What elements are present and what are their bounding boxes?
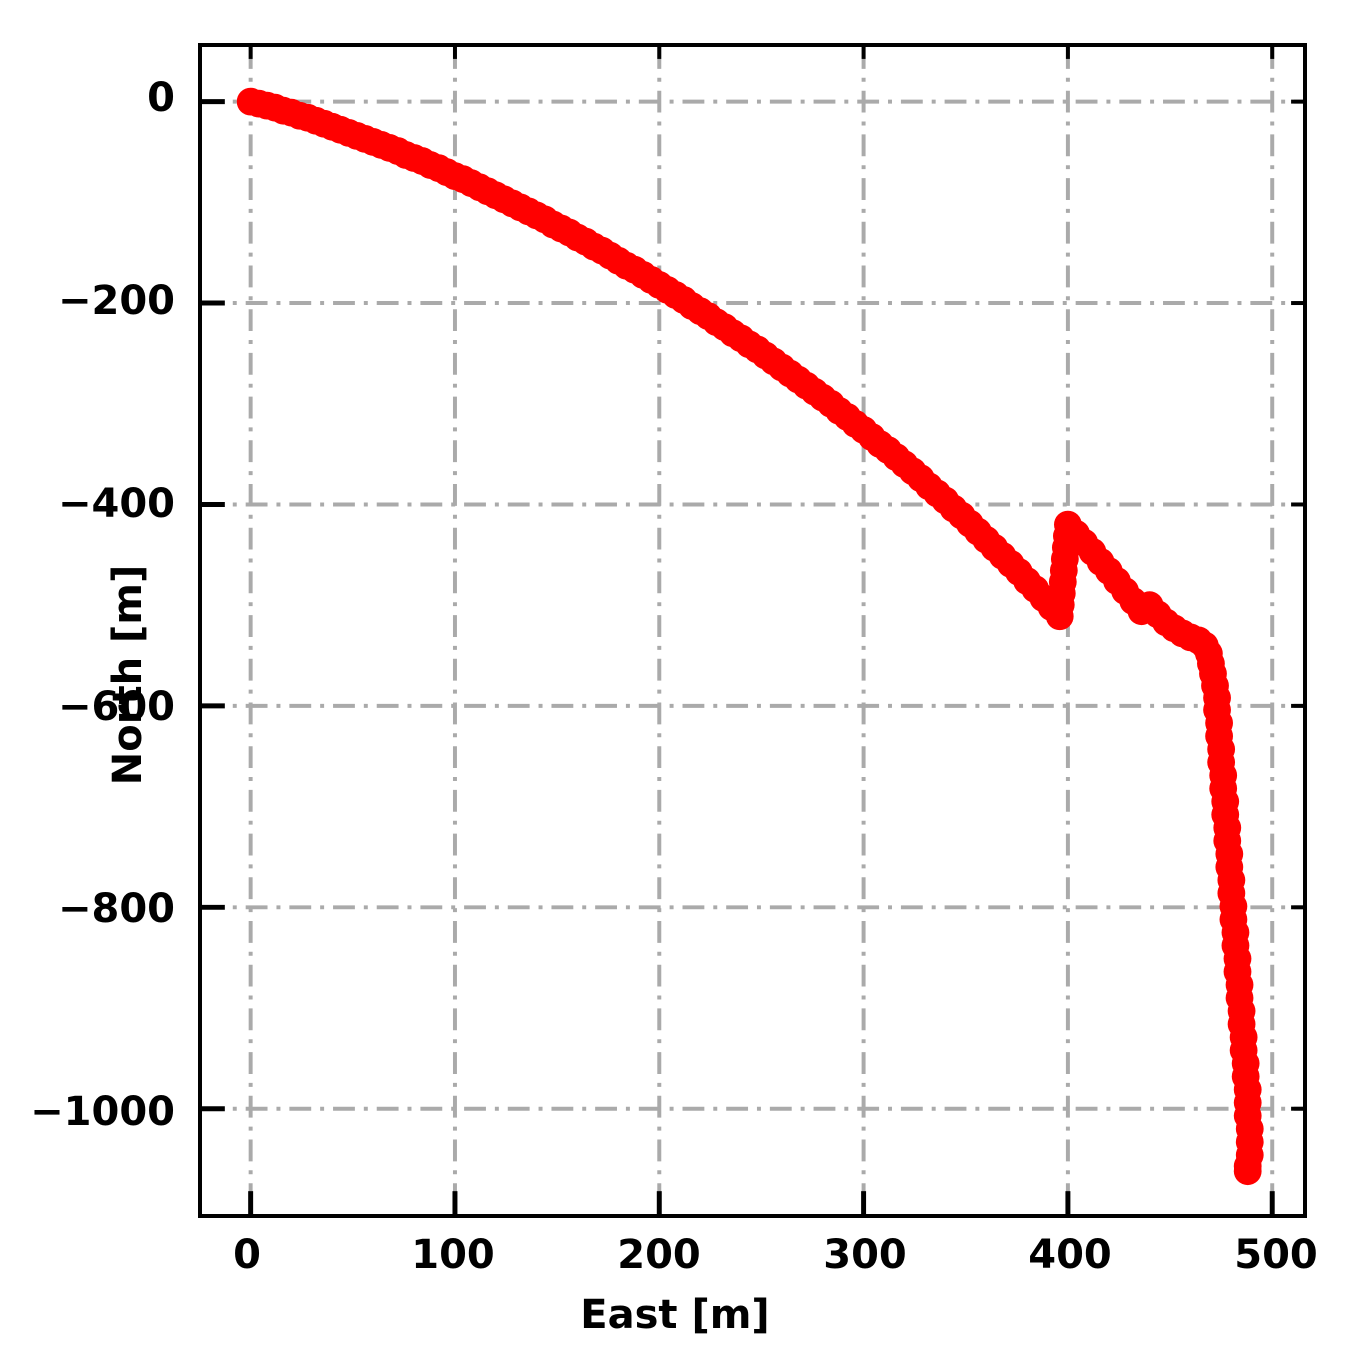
gridlines — [202, 47, 1303, 1214]
y-tick-label-800: −800 — [57, 886, 175, 932]
x-tick-label-200: 200 — [617, 1232, 701, 1278]
axis-ticks — [202, 47, 1303, 1214]
x-tick-label-0: 0 — [233, 1232, 261, 1278]
y-tick-label-600: −600 — [57, 684, 175, 730]
y-tick-label-0: 0 — [147, 75, 175, 121]
x-axis-label: East [m] — [580, 1292, 770, 1338]
x-tick-label-400: 400 — [1028, 1232, 1112, 1278]
x-tick-label-500: 500 — [1234, 1232, 1318, 1278]
y-axis-label: North [m] — [105, 564, 152, 786]
y-tick-label-200: −200 — [57, 278, 175, 324]
y-tick-label-1000: −1000 — [30, 1089, 175, 1135]
y-tick-label-400: −400 — [57, 481, 175, 527]
x-tick-label-300: 300 — [823, 1232, 907, 1278]
plot-svg — [202, 47, 1303, 1214]
data-series-trajectory — [236, 87, 1264, 1186]
x-tick-label-100: 100 — [411, 1232, 495, 1278]
plot-area — [198, 43, 1307, 1218]
